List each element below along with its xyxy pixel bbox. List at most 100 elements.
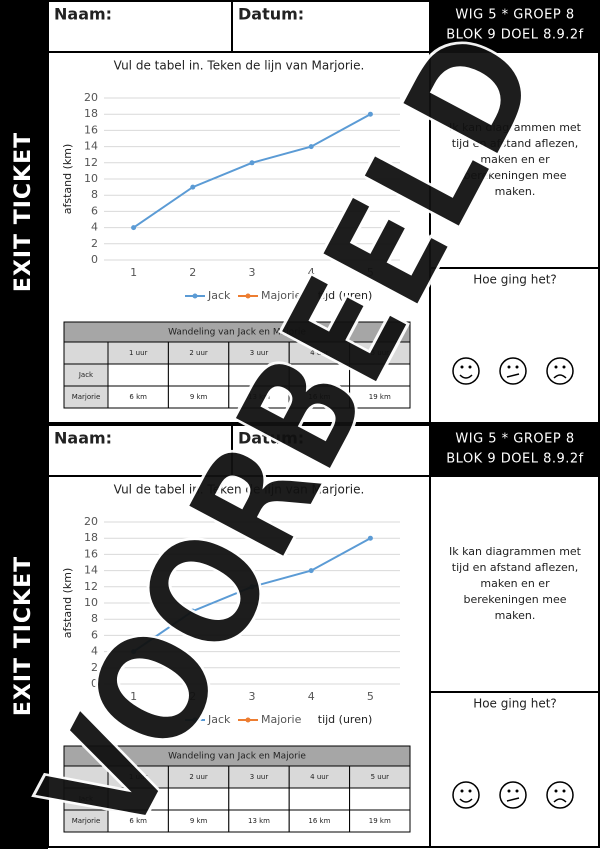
name-label: Naam: [54, 429, 112, 448]
y-tick-label: 20 [84, 515, 98, 528]
smiley-eye [507, 365, 511, 369]
data-point [190, 608, 196, 614]
chart-title: Vul de tabel in. Teken de lijn van Marjo… [114, 483, 365, 497]
column-header: 4 uur [310, 349, 329, 357]
table-cell [288, 787, 351, 811]
table-title: Wandeling van Jack en Majorie [168, 328, 306, 338]
legend-dot [245, 717, 251, 723]
data-point [308, 568, 314, 574]
table-value: 13 km [248, 393, 270, 401]
x-tick-label: 1 [130, 266, 137, 279]
smiley[interactable] [452, 357, 480, 385]
table-value: 9 km [190, 393, 208, 401]
table-cell [349, 787, 411, 811]
legend-dot [192, 717, 198, 723]
row-label: Marjorie [72, 393, 101, 401]
smiley-face [546, 357, 574, 385]
y-tick-label: 6 [91, 628, 98, 641]
goal-line: maken en er [480, 577, 550, 590]
y-axis-label: afstand (km) [61, 568, 74, 639]
table-value: 6 km [129, 817, 147, 825]
code-box [430, 0, 600, 52]
smiley[interactable] [546, 781, 574, 809]
feeling-box [429, 267, 600, 424]
smiley[interactable] [499, 357, 527, 385]
y-tick-label: 18 [84, 107, 98, 120]
y-tick-label: 4 [91, 645, 98, 658]
smiley-eye [562, 789, 566, 793]
date-label: Datum: [238, 429, 304, 448]
table-value: 13 km [248, 817, 270, 825]
row-label: Jack [78, 371, 94, 379]
date-label: Datum: [238, 5, 304, 24]
x-axis-label: tijd (uren) [318, 713, 372, 726]
smiley-mouth [506, 373, 520, 378]
x-tick-label: 4 [308, 690, 315, 703]
table-title: Wandeling van Jack en Majorie [168, 752, 306, 762]
column-header: 1 uur [129, 349, 148, 357]
column-header: 3 uur [250, 773, 269, 781]
x-axis-label: tijd (uren) [318, 289, 372, 302]
x-tick-label: 5 [367, 690, 374, 703]
code-line: BLOK 9 DOEL 8.9.2f [446, 28, 583, 43]
feeling-label: Hoe ging het? [473, 697, 557, 711]
x-tick-label: 3 [249, 266, 256, 279]
column-header: 4 uur [310, 773, 329, 781]
table-cell [107, 363, 169, 387]
x-tick-label: 3 [249, 690, 256, 703]
data-point [367, 111, 373, 117]
y-tick-label: 10 [84, 172, 98, 185]
chart-title: Vul de tabel in. Teken de lijn van Marjo… [114, 59, 365, 73]
legend-dot [192, 293, 198, 299]
table-value: 19 km [369, 817, 391, 825]
code-line: BLOK 9 DOEL 8.9.2f [446, 452, 583, 467]
side-band [0, 0, 48, 849]
y-tick-label: 6 [91, 204, 98, 217]
goal-line: maken. [495, 185, 536, 198]
smiley[interactable] [499, 781, 527, 809]
smiley-eye [554, 365, 558, 369]
table-value: 9 km [190, 817, 208, 825]
code-line: WIG 5 * GROEP 8 [455, 432, 574, 447]
data-point [367, 535, 373, 541]
column-header: 2 uur [189, 773, 208, 781]
y-tick-label: 4 [91, 221, 98, 234]
goal-line: berekeningen mee [463, 169, 566, 182]
y-tick-label: 8 [91, 188, 98, 201]
smiley[interactable] [452, 781, 480, 809]
y-tick-label: 20 [84, 91, 98, 104]
y-tick-label: 12 [84, 580, 98, 593]
y-tick-label: 10 [84, 596, 98, 609]
table-cell [349, 809, 411, 833]
y-tick-label: 16 [84, 547, 98, 560]
y-tick-label: 16 [84, 123, 98, 136]
y-tick-label: 2 [91, 237, 98, 250]
feeling-label: Hoe ging het? [473, 273, 557, 287]
exit-label: EXIT TICKET [11, 132, 36, 292]
x-tick-label: 2 [189, 266, 196, 279]
y-tick-label: 18 [84, 531, 98, 544]
y-tick-label: 14 [84, 564, 98, 577]
column-header: 3 uur [250, 349, 269, 357]
smiley[interactable] [546, 357, 574, 385]
x-tick-label: 4 [308, 266, 315, 279]
goal-line: berekeningen mee [463, 593, 566, 606]
goal-line: tijd en afstand aflezen, [452, 561, 578, 574]
smiley-eye [468, 365, 472, 369]
y-tick-label: 14 [84, 140, 98, 153]
code-line: WIG 5 * GROEP 8 [455, 8, 574, 23]
table-value: 16 km [308, 393, 330, 401]
y-axis-label: afstand (km) [61, 144, 74, 215]
goal-line: Ik kan diagrammen met [449, 121, 582, 134]
goal-line: Ik kan diagrammen met [449, 545, 582, 558]
data-point [249, 160, 255, 166]
data-point [131, 225, 137, 231]
table-cell [63, 341, 109, 365]
table-value: 19 km [369, 393, 391, 401]
smiley-eye [460, 789, 464, 793]
column-header: 2 uur [189, 349, 208, 357]
smiley-mouth [506, 797, 520, 802]
y-tick-label: 0 [91, 253, 98, 266]
legend-label: Jack [207, 713, 231, 726]
